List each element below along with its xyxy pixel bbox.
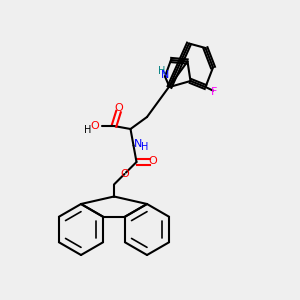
Text: H: H — [141, 142, 148, 152]
Text: N: N — [134, 139, 142, 149]
Text: H: H — [84, 124, 91, 135]
Text: F: F — [211, 86, 218, 97]
Text: N: N — [161, 70, 169, 80]
Text: O: O — [90, 121, 99, 131]
Text: O: O — [114, 103, 123, 113]
Text: O: O — [120, 169, 129, 179]
Text: H: H — [158, 66, 165, 76]
Text: O: O — [148, 155, 157, 166]
